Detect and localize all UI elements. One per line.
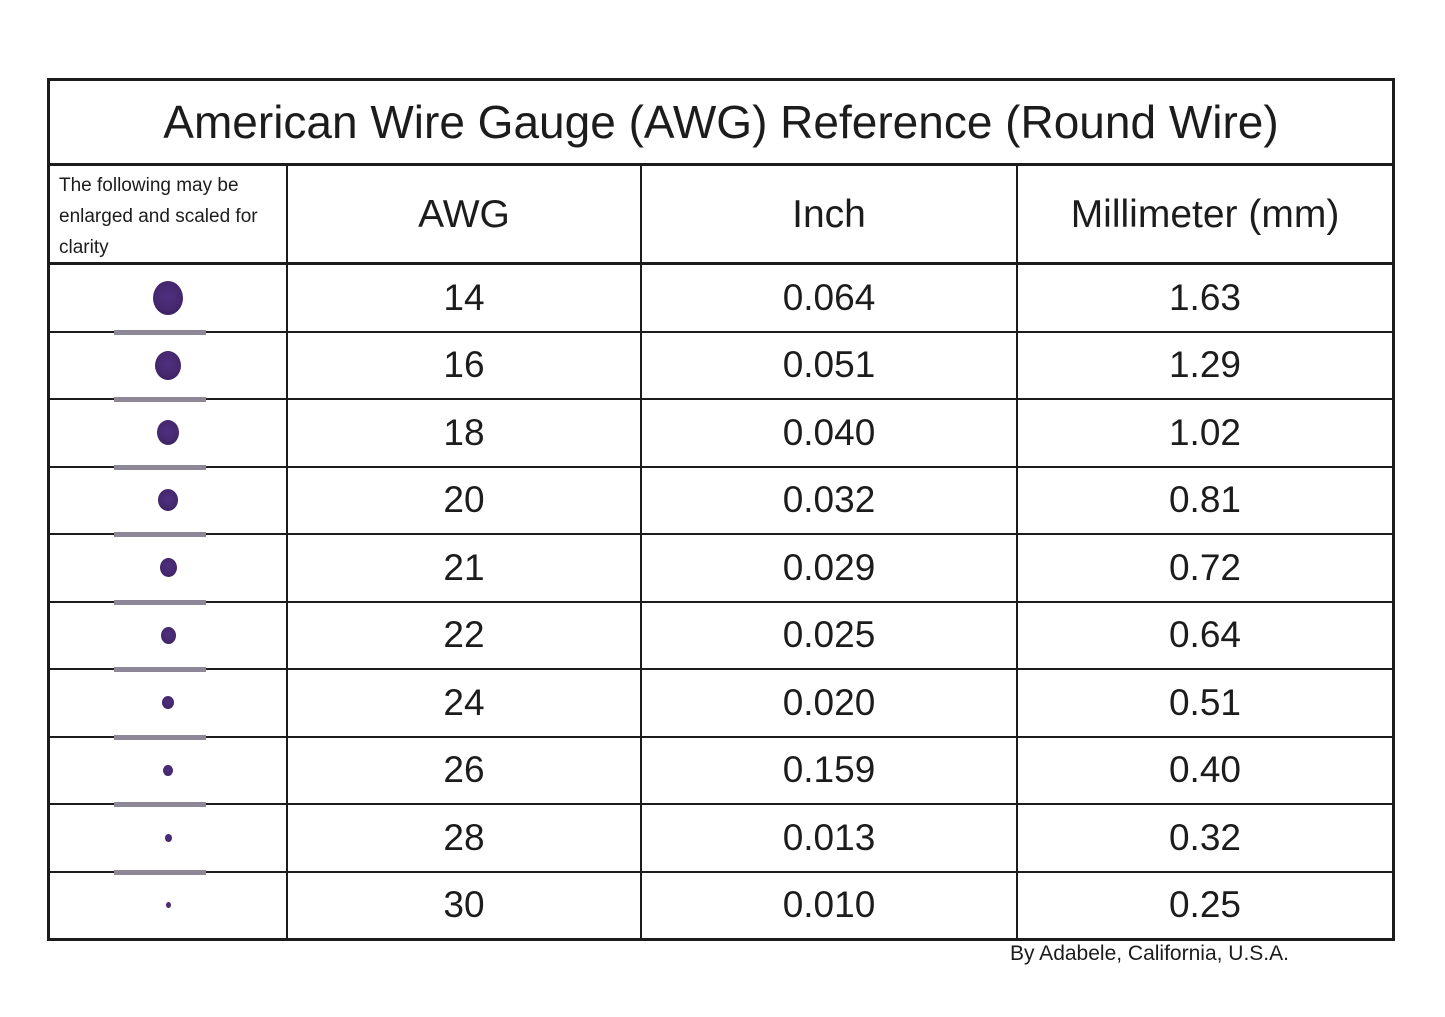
column-header-inch: Inch [640,166,1016,264]
wire-size-dot-cell [50,535,286,605]
wire-size-dot-cell [50,468,286,537]
inch-value: 0.020 [640,670,1016,736]
dot-underline [114,329,206,335]
wire-dot [164,833,172,842]
dot-underline [114,667,206,672]
table-title: American Wire Gauge (AWG) Reference (Rou… [50,81,1392,166]
inch-value: 0.051 [640,332,1016,398]
wire-dot [153,280,183,315]
inch-value: 0.040 [640,400,1016,466]
wire-dot [165,902,171,909]
wire-size-dot-cell [50,265,286,335]
wire-size-dot-cell [50,805,286,875]
mm-value: 0.32 [1016,805,1392,871]
attribution-text: By Adabele, California, U.S.A. [1010,942,1289,965]
wire-size-dot-cell [50,670,286,740]
mm-value: 0.81 [1016,467,1392,533]
inch-value: 0.029 [640,535,1016,601]
wire-size-dot-cell [50,400,286,470]
table-row: 14 0.064 1.63 [50,265,1392,335]
column-header-awg: AWG [286,166,640,264]
mm-value: 1.29 [1016,332,1392,398]
mm-value: 0.64 [1016,602,1392,668]
dot-underline [114,532,206,537]
wire-dot [155,350,181,380]
clarity-note: The following may be enlarged and scaled… [59,175,258,258]
awg-value: 28 [286,805,640,871]
awg-value: 20 [286,467,640,533]
inch-value: 0.032 [640,467,1016,533]
awg-reference-table: American Wire Gauge (AWG) Reference (Rou… [47,78,1395,941]
dot-underline [114,734,206,740]
awg-value: 14 [286,265,640,331]
wire-dot [162,696,174,710]
table-row: 24 0.020 0.51 [50,670,1392,740]
inch-value: 0.013 [640,805,1016,871]
dot-underline [114,869,206,875]
awg-value: 16 [286,332,640,398]
awg-value: 26 [286,737,640,803]
table-row: 22 0.025 0.64 [50,602,1392,672]
table-row: 16 0.051 1.29 [50,332,1392,402]
table-header-row: The following may be enlarged and scaled… [50,166,1392,265]
wire-size-dot-cell [50,738,286,807]
mm-value: 0.72 [1016,535,1392,601]
mm-value: 0.51 [1016,670,1392,736]
dot-underline [114,397,206,402]
wire-dot [158,489,178,512]
dot-underline [114,802,206,807]
table-row: 26 0.159 0.40 [50,737,1392,807]
column-header-millimeter: Millimeter (mm) [1016,166,1392,264]
dot-underline [114,464,206,470]
inch-value: 0.159 [640,737,1016,803]
inch-value: 0.010 [640,872,1016,938]
table-row: 18 0.040 1.02 [50,400,1392,470]
awg-value: 22 [286,602,640,668]
mm-value: 0.40 [1016,737,1392,803]
mm-value: 1.02 [1016,400,1392,466]
awg-value: 21 [286,535,640,601]
table-row: 21 0.029 0.72 [50,535,1392,605]
wire-dot [160,626,176,644]
wire-dot [163,764,173,776]
dot-underline [114,599,206,605]
inch-value: 0.064 [640,265,1016,331]
wire-size-dot-cell [50,603,286,672]
table-row: 30 0.010 0.25 [50,872,1392,939]
wire-dot [159,558,177,578]
table-row: 28 0.013 0.32 [50,805,1392,875]
wire-dot [157,420,179,446]
awg-value: 30 [286,872,640,938]
table-row: 20 0.032 0.81 [50,467,1392,537]
awg-value: 18 [286,400,640,466]
mm-value: 1.63 [1016,265,1392,331]
inch-value: 0.025 [640,602,1016,668]
awg-value: 24 [286,670,640,736]
wire-size-dot-cell [50,333,286,402]
wire-size-dot-cell [50,873,286,939]
mm-value: 0.25 [1016,872,1392,938]
